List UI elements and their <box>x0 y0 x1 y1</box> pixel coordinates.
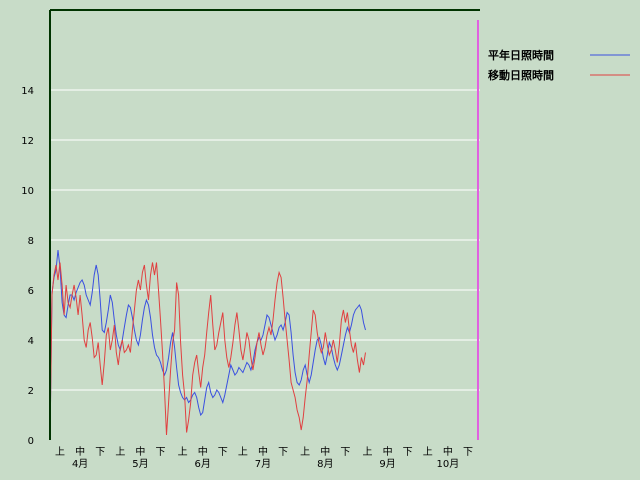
legend-label-1: 移動日照時間 <box>488 68 554 82</box>
x-tick-label: 上 <box>178 446 188 458</box>
month-label: 9月 <box>379 458 395 470</box>
series-line-0 <box>49 249 366 441</box>
legend: 平年日照時間 移動日照時間 <box>488 48 630 82</box>
x-tick-label: 下 <box>95 447 105 458</box>
y-tick-label: 6 <box>28 286 34 297</box>
y-tick-label: 4 <box>28 336 34 347</box>
month-label: 7月 <box>255 458 271 470</box>
x-tick-label: 上 <box>238 446 248 458</box>
x-tick-label: 中 <box>320 445 330 458</box>
y-tick-label: 2 <box>28 386 34 397</box>
y-tick-label: 10 <box>21 186 34 197</box>
x-tick-label: 下 <box>403 447 413 458</box>
x-tick-label: 中 <box>443 445 453 458</box>
month-label: 6月 <box>195 458 211 470</box>
month-label: 10月 <box>436 458 459 470</box>
plot-area <box>50 10 480 440</box>
month-label: 5月 <box>132 458 148 470</box>
x-tick-label: 下 <box>463 447 473 458</box>
x-tick-label: 下 <box>218 447 228 458</box>
grid-lines <box>50 89 480 391</box>
x-tick-label: 上 <box>423 446 433 458</box>
x-tick-label: 中 <box>75 445 85 458</box>
month-label: 8月 <box>317 458 333 470</box>
x-tick-label: 下 <box>340 447 350 458</box>
x-tick-label: 中 <box>258 445 268 458</box>
legend-label-0: 平年日照時間 <box>488 48 554 62</box>
x-tick-label: 中 <box>198 445 208 458</box>
y-tick-label: 12 <box>21 136 34 147</box>
y-tick-label: 0 <box>28 436 34 447</box>
month-label: 4月 <box>72 458 88 470</box>
x-tick-label: 中 <box>383 445 393 458</box>
x-tick-label: 下 <box>278 447 288 458</box>
x-tick-label: 中 <box>135 445 145 458</box>
series-line-1 <box>49 262 366 441</box>
y-axis: 0 2 4 6 8 10 12 14 <box>21 86 34 447</box>
x-tick-label: 下 <box>156 447 166 458</box>
y-tick-label: 8 <box>28 236 34 247</box>
x-tick-label: 上 <box>362 446 372 458</box>
x-tick-label: 上 <box>300 446 310 458</box>
x-tick-label: 上 <box>115 446 125 458</box>
x-tick-label: 上 <box>55 446 65 458</box>
x-axis: 上中下上中下上中下上中下上中下上中下上中下4月 5月 6月 7月 8月 9月 10月 <box>55 445 473 470</box>
y-tick-label: 14 <box>21 86 34 97</box>
series-lines <box>49 20 479 441</box>
